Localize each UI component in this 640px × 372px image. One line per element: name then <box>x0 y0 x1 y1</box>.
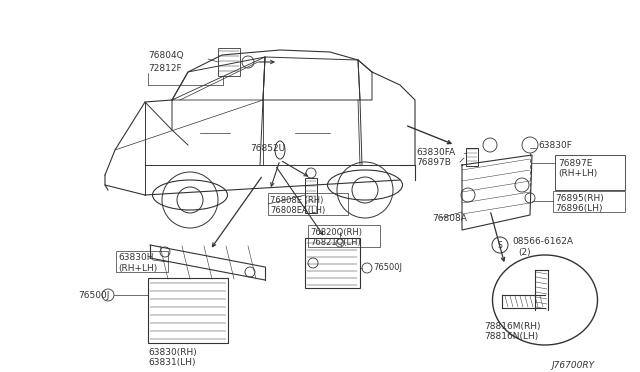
Text: 72812F: 72812F <box>148 64 182 73</box>
Text: 76821Q(LH): 76821Q(LH) <box>310 237 361 247</box>
Text: 63830H: 63830H <box>118 253 154 263</box>
Bar <box>555 155 625 190</box>
Text: 76897B: 76897B <box>416 157 451 167</box>
Text: 76896(LH): 76896(LH) <box>555 203 602 212</box>
Text: 76804Q: 76804Q <box>148 51 184 60</box>
Text: 76808A: 76808A <box>432 214 467 222</box>
Text: 76895(RH): 76895(RH) <box>555 193 604 202</box>
Text: 76852U: 76852U <box>250 144 285 153</box>
Text: 08566-6162A: 08566-6162A <box>512 237 573 246</box>
Text: (2): (2) <box>518 247 531 257</box>
Text: 76820Q(RH): 76820Q(RH) <box>310 228 362 237</box>
Text: 63831(LH): 63831(LH) <box>148 357 195 366</box>
Text: (RH+LH): (RH+LH) <box>558 169 597 177</box>
Text: 76808E (RH): 76808E (RH) <box>270 196 323 205</box>
Bar <box>305 178 317 213</box>
Text: S: S <box>498 241 502 250</box>
Text: 63830F: 63830F <box>538 141 572 150</box>
Text: 76808EA(LH): 76808EA(LH) <box>270 205 325 215</box>
Text: 78816N(LH): 78816N(LH) <box>484 331 538 340</box>
Bar <box>268 193 348 215</box>
Bar <box>466 148 478 166</box>
Text: 63830FA: 63830FA <box>416 148 455 157</box>
Bar <box>308 225 380 247</box>
Bar <box>116 251 168 272</box>
Bar <box>218 48 240 76</box>
Text: J76700RY: J76700RY <box>552 360 595 369</box>
Bar <box>148 278 228 343</box>
Text: 78816M(RH): 78816M(RH) <box>484 321 541 330</box>
Bar <box>305 238 360 288</box>
Text: 76500J: 76500J <box>373 263 402 273</box>
Text: 76500J: 76500J <box>78 291 109 299</box>
Text: (RH+LH): (RH+LH) <box>118 263 157 273</box>
Bar <box>553 191 625 212</box>
Text: 76897E: 76897E <box>558 158 593 167</box>
Text: 63830(RH): 63830(RH) <box>148 347 196 356</box>
